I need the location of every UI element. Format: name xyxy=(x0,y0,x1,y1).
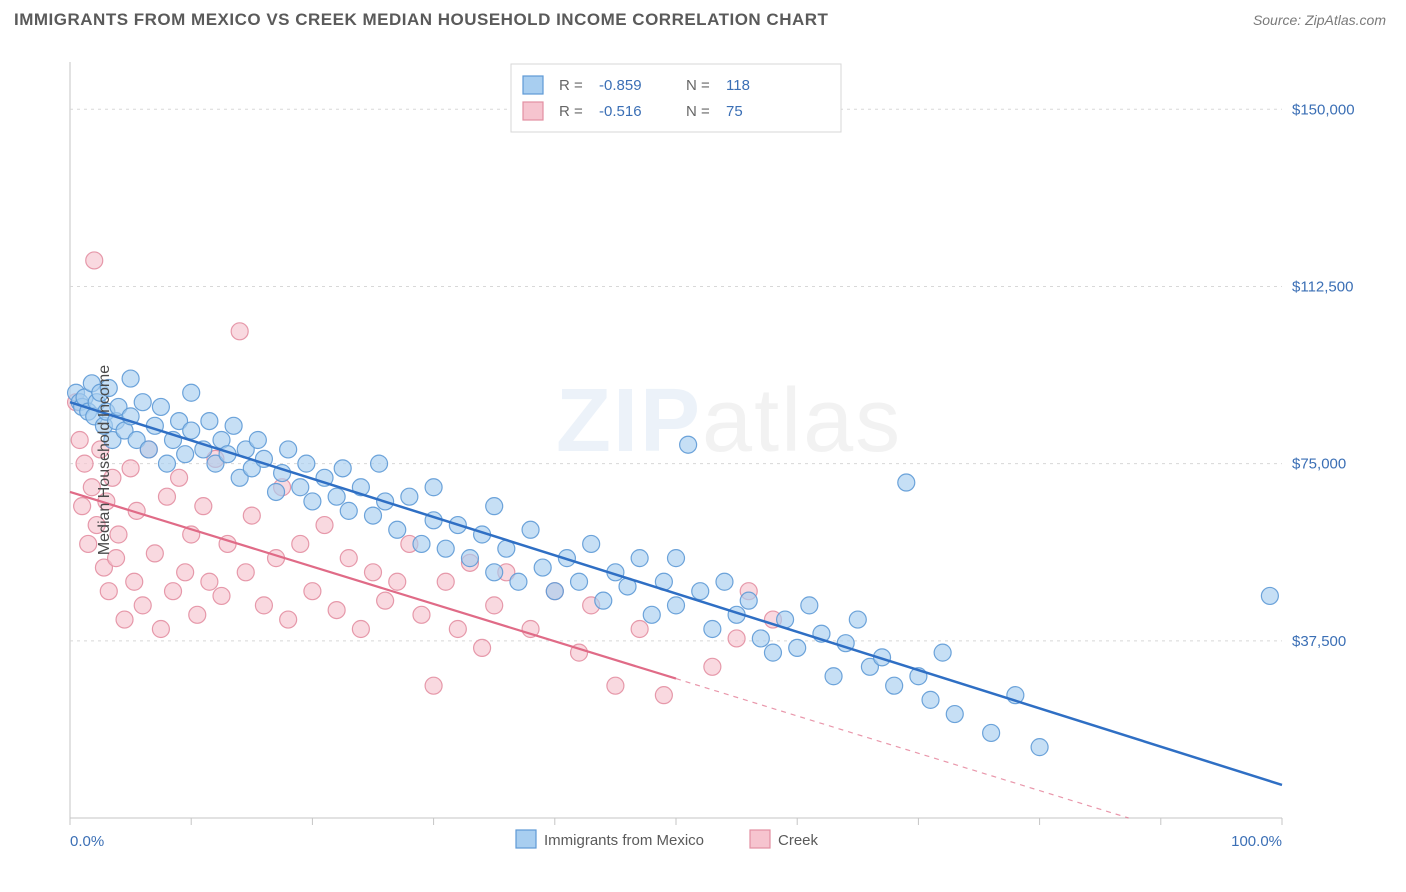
svg-text:R =: R = xyxy=(559,103,583,120)
chart-header: IMMIGRANTS FROM MEXICO VS CREEK MEDIAN H… xyxy=(0,0,1406,36)
source-label: Source: ZipAtlas.com xyxy=(1253,12,1386,28)
chart-title: IMMIGRANTS FROM MEXICO VS CREEK MEDIAN H… xyxy=(14,10,828,30)
svg-text:$150,000: $150,000 xyxy=(1292,101,1355,118)
svg-text:N =: N = xyxy=(686,77,710,94)
svg-text:N =: N = xyxy=(686,103,710,120)
svg-text:R =: R = xyxy=(559,77,583,94)
svg-text:Creek: Creek xyxy=(778,832,819,849)
svg-text:-0.859: -0.859 xyxy=(599,77,642,94)
scatter-chart: $37,500 $75,000 $112,500 $150,000 0.0% 100.0%… xyxy=(14,42,1392,878)
svg-text:$112,500: $112,500 xyxy=(1292,278,1353,295)
svg-text:0.0%: 0.0% xyxy=(70,833,104,850)
svg-text:75: 75 xyxy=(726,103,743,120)
svg-text:118: 118 xyxy=(726,77,750,94)
y-axis-label: Median Household Income xyxy=(96,365,114,555)
svg-text:100.0%: 100.0% xyxy=(1231,833,1282,850)
svg-text:-0.516: -0.516 xyxy=(599,103,642,120)
chart-area: Median Household Income $37,500 $75,000 $1… xyxy=(14,42,1392,878)
svg-text:$37,500: $37,500 xyxy=(1292,633,1346,650)
svg-text:Immigrants from Mexico: Immigrants from Mexico xyxy=(544,832,704,849)
svg-text:$75,000: $75,000 xyxy=(1292,456,1346,473)
